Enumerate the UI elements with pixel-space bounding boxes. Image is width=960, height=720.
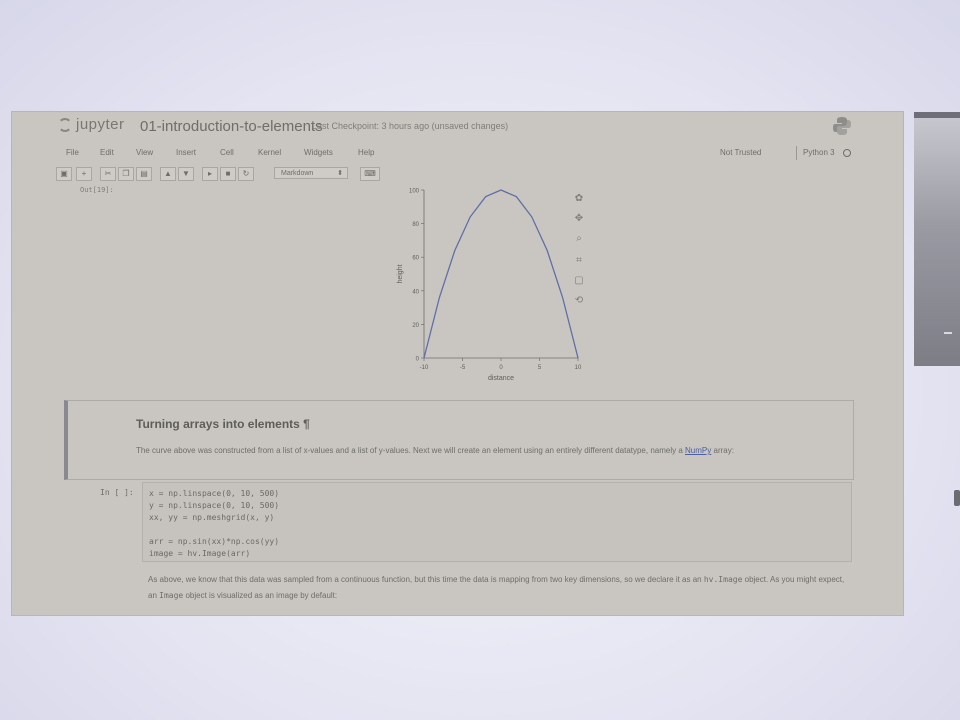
y-axis-label: height — [397, 264, 404, 283]
menu-file[interactable]: File — [66, 148, 79, 157]
trusted-status-button[interactable]: Not Trusted — [720, 148, 762, 157]
menu-cell[interactable]: Cell — [220, 148, 234, 157]
notebook-toolbar: ▣ + ✂ ❐ ▤ ▲ ▼ ▸ ■ ↻ Markdown ⬍ ⌨ — [52, 166, 860, 184]
bokeh-logo-icon: ✿ — [574, 193, 584, 204]
restart-button[interactable]: ↻ — [238, 167, 254, 181]
command-palette-button[interactable]: ⌨ — [360, 167, 380, 181]
notebook-header: jupyter 01-introduction-to-elements Last… — [12, 112, 903, 142]
background-window-edge — [914, 112, 960, 118]
menu-widgets[interactable]: Widgets — [304, 148, 333, 157]
code-line: y = np.linspace(0, 10, 500) — [149, 501, 280, 510]
markdown-heading: Turning arrays into elements ¶ — [136, 417, 310, 431]
bokeh-toolbar: ✿ ✥ ⌕ ⌗ ▢ ⟲ — [570, 192, 590, 312]
checkpoint-status: Last Checkpoint: 3 hours ago (unsaved ch… — [312, 121, 509, 131]
menu-kernel[interactable]: Kernel — [258, 148, 282, 157]
explanation-text-3: object is visualized as an image by defa… — [185, 591, 338, 600]
cell-type-value: Markdown — [281, 170, 314, 177]
numpy-link[interactable]: NumPy — [685, 446, 712, 455]
cut-button[interactable]: ✂ — [100, 167, 116, 181]
y-tick-label: 100 — [409, 189, 420, 195]
step-forward-icon: ▸ — [207, 169, 212, 178]
stop-icon: ■ — [225, 169, 231, 178]
reset-tool-icon[interactable]: ⟲ — [574, 295, 584, 306]
heading-anchor-link[interactable]: ¶ — [303, 417, 310, 431]
save-tool-icon[interactable]: ▢ — [574, 275, 584, 286]
x-axis-label: distance — [488, 375, 514, 382]
interrupt-button[interactable]: ■ — [220, 167, 236, 181]
code-line: arr = np.sin(xx)*np.cos(yy) — [149, 537, 280, 546]
paste-button[interactable]: ▤ — [136, 167, 152, 181]
y-tick-label: 20 — [412, 323, 419, 329]
move-up-button[interactable]: ▲ — [160, 167, 176, 181]
kernel-name: Python 3 — [803, 148, 835, 157]
refresh-icon: ↻ — [242, 169, 250, 178]
paste-icon: ▤ — [140, 169, 148, 178]
menu-view[interactable]: View — [136, 148, 154, 157]
arrow-up-icon: ▲ — [164, 169, 172, 178]
insert-cell-button[interactable]: + — [76, 167, 92, 181]
cell-type-select[interactable]: Markdown ⬍ — [274, 167, 348, 179]
notebook-title[interactable]: 01-introduction-to-elements — [140, 118, 323, 135]
menu-edit[interactable]: Edit — [100, 148, 114, 157]
y-tick-label: 60 — [412, 256, 419, 262]
save-icon: ▣ — [60, 169, 68, 178]
menu-bar: File Edit View Insert Cell Kernel Widget… — [52, 144, 860, 164]
copy-icon: ❐ — [122, 169, 130, 178]
code-line: image = hv.Image(arr) — [149, 549, 251, 558]
copy-button[interactable]: ❐ — [118, 167, 134, 181]
explanation-paragraph: As above, we know that this data was sam… — [148, 572, 848, 604]
background-window-handle — [954, 490, 960, 506]
plus-icon: + — [81, 169, 87, 178]
input-prompt: In [ ]: — [100, 488, 134, 497]
select-arrows-icon: ⬍ — [337, 170, 343, 177]
kernel-idle-icon — [843, 149, 851, 157]
run-button[interactable]: ▸ — [202, 167, 218, 181]
markdown-paragraph: The curve above was constructed from a l… — [136, 443, 826, 459]
jupyter-logo-icon — [58, 117, 72, 132]
x-tick-label: 0 — [499, 365, 503, 371]
inline-code-image: Image — [159, 591, 184, 600]
keyboard-icon: ⌨ — [364, 169, 376, 178]
explanation-text-1: As above, we know that this data was sam… — [148, 575, 702, 584]
markdown-heading-text: Turning arrays into elements — [136, 417, 300, 431]
save-button[interactable]: ▣ — [56, 167, 72, 181]
x-tick-label: 10 — [575, 365, 582, 371]
markdown-paragraph-tail: array: — [713, 446, 734, 455]
background-window — [914, 112, 960, 366]
menu-help[interactable]: Help — [358, 148, 375, 157]
move-down-button[interactable]: ▼ — [178, 167, 194, 181]
background-window-mark — [944, 332, 952, 334]
code-line: x = np.linspace(0, 10, 500) — [149, 489, 280, 498]
box-zoom-tool-icon[interactable]: ⌗ — [576, 255, 582, 266]
menu-insert[interactable]: Insert — [176, 148, 197, 157]
wheel-zoom-tool-icon[interactable]: ⌕ — [576, 233, 582, 244]
x-tick-label: -5 — [460, 365, 466, 371]
jupyter-notebook-window: jupyter 01-introduction-to-elements Last… — [12, 112, 903, 615]
scissors-icon: ✂ — [104, 169, 112, 178]
y-tick-label: 40 — [412, 289, 419, 295]
markdown-cell[interactable]: Turning arrays into elements ¶ The curve… — [64, 400, 854, 480]
explanation-text-2: object. As you might expect, an — [148, 575, 845, 600]
pan-tool-icon[interactable]: ✥ — [574, 213, 584, 224]
jupyter-logo[interactable]: jupyter — [58, 116, 125, 133]
chart-series-line — [423, 189, 579, 359]
python-logo-icon — [833, 117, 851, 135]
x-tick-label: -10 — [420, 365, 429, 371]
arrow-down-icon: ▼ — [182, 169, 190, 178]
markdown-paragraph-text: The curve above was constructed from a l… — [136, 446, 683, 455]
output-prompt: Out[19]: — [80, 186, 114, 194]
x-tick-label: 5 — [538, 365, 542, 371]
parabola-chart[interactable]: 0 20 40 60 80 100 -10 -5 0 5 10 distance height — [382, 186, 582, 396]
y-tick-label: 80 — [412, 222, 419, 228]
kernel-indicator[interactable]: Python 3 — [796, 146, 857, 160]
y-tick-label: 0 — [416, 357, 420, 363]
notebook-content: Out[19]: 0 20 40 60 80 100 -10 -5 0 5 10 distance … — [52, 186, 860, 615]
code-line: xx, yy = np.meshgrid(x, y) — [149, 513, 275, 522]
inline-code-hv-image: hv.Image — [703, 575, 743, 584]
jupyter-logo-text: jupyter — [76, 116, 125, 133]
code-cell[interactable]: x = np.linspace(0, 10, 500) y = np.linsp… — [142, 482, 852, 562]
